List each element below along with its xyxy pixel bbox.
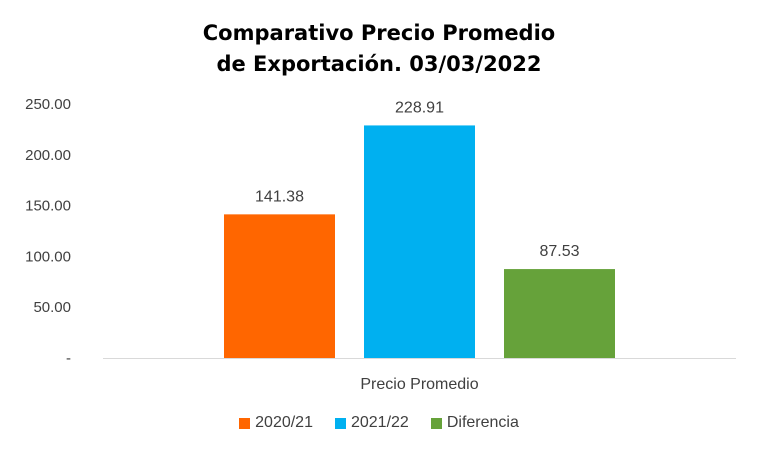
chart-title-line-1: Comparativo Precio Promedio <box>202 21 556 45</box>
bar-data-label: 228.91 <box>395 99 444 116</box>
y-tick-label: - <box>66 350 71 367</box>
legend-item: Diferencia <box>430 414 519 432</box>
chart-title: Comparativo Precio Promedio de Exportaci… <box>0 18 758 80</box>
legend-label: Diferencia <box>446 414 519 431</box>
bar-diferencia <box>504 269 615 358</box>
x-category-label: Precio Promedio <box>360 376 478 393</box>
legend-swatch <box>334 417 346 429</box>
y-tick-label: 150.00 <box>25 198 71 215</box>
chart-legend: 2020/21 2021/22 Diferencia <box>0 414 758 432</box>
legend-swatch <box>239 417 251 429</box>
bar-data-label: 87.53 <box>539 243 579 260</box>
bar-2021-22 <box>364 125 475 359</box>
legend-label: 2020/21 <box>255 414 313 431</box>
legend-swatch <box>430 417 442 429</box>
legend-item: 2020/21 <box>239 414 313 432</box>
bar-2020-21 <box>224 214 335 358</box>
y-tick-label: 250.00 <box>25 96 71 113</box>
legend-item: 2021/22 <box>334 414 409 432</box>
legend-label: 2021/22 <box>350 414 409 431</box>
chart-title-line-2: de Exportación. 03/03/2022 <box>216 52 542 76</box>
bar-data-label: 141.38 <box>255 188 304 205</box>
y-tick-label: 100.00 <box>25 248 71 265</box>
y-tick-label: 50.00 <box>33 299 71 316</box>
y-tick-label: 200.00 <box>25 147 71 164</box>
